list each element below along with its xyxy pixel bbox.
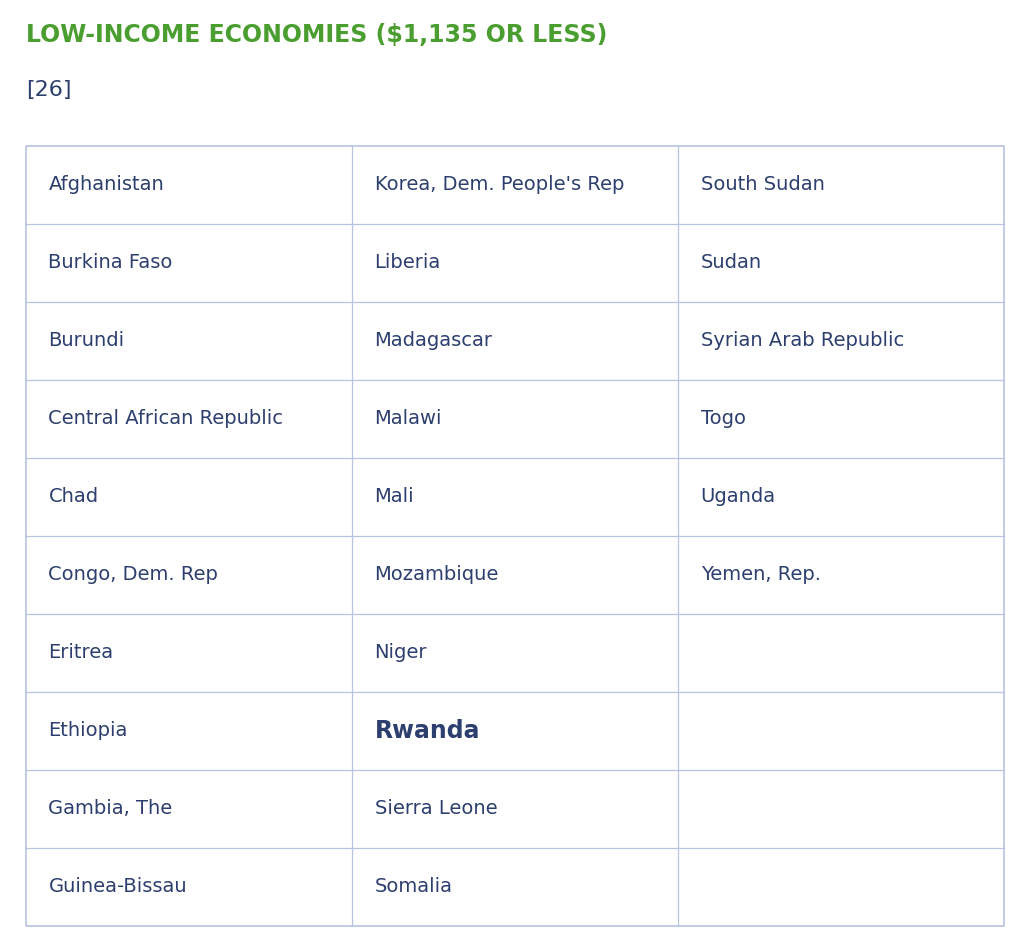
Text: Korea, Dem. People's Rep: Korea, Dem. People's Rep <box>375 175 624 195</box>
Text: Burundi: Burundi <box>48 331 125 351</box>
Text: Niger: Niger <box>375 643 427 663</box>
Text: Chad: Chad <box>48 487 99 507</box>
Text: Mozambique: Mozambique <box>375 565 499 585</box>
Text: Syrian Arab Republic: Syrian Arab Republic <box>700 331 904 351</box>
Text: Congo, Dem. Rep: Congo, Dem. Rep <box>48 565 218 585</box>
Text: Yemen, Rep.: Yemen, Rep. <box>700 565 821 585</box>
Text: Togo: Togo <box>700 409 746 429</box>
Text: Ethiopia: Ethiopia <box>48 721 128 741</box>
Text: Malawi: Malawi <box>375 409 442 429</box>
Text: Liberia: Liberia <box>375 253 441 273</box>
Text: Central African Republic: Central African Republic <box>48 409 283 429</box>
Text: Sudan: Sudan <box>700 253 762 273</box>
Text: South Sudan: South Sudan <box>700 175 825 195</box>
Text: Guinea-Bissau: Guinea-Bissau <box>48 877 187 897</box>
Bar <box>26 146 1004 926</box>
Text: Madagascar: Madagascar <box>375 331 492 351</box>
Text: Somalia: Somalia <box>375 877 452 897</box>
Text: Eritrea: Eritrea <box>48 643 113 663</box>
Text: Gambia, The: Gambia, The <box>48 799 173 819</box>
Text: Rwanda: Rwanda <box>375 719 480 743</box>
Text: [26]: [26] <box>26 80 71 100</box>
Text: Uganda: Uganda <box>700 487 776 507</box>
Text: LOW-INCOME ECONOMIES ($1,135 OR LESS): LOW-INCOME ECONOMIES ($1,135 OR LESS) <box>26 24 607 48</box>
Text: Sierra Leone: Sierra Leone <box>375 799 497 819</box>
Text: Afghanistan: Afghanistan <box>48 175 164 195</box>
Text: Mali: Mali <box>375 487 414 507</box>
Text: Burkina Faso: Burkina Faso <box>48 253 173 273</box>
